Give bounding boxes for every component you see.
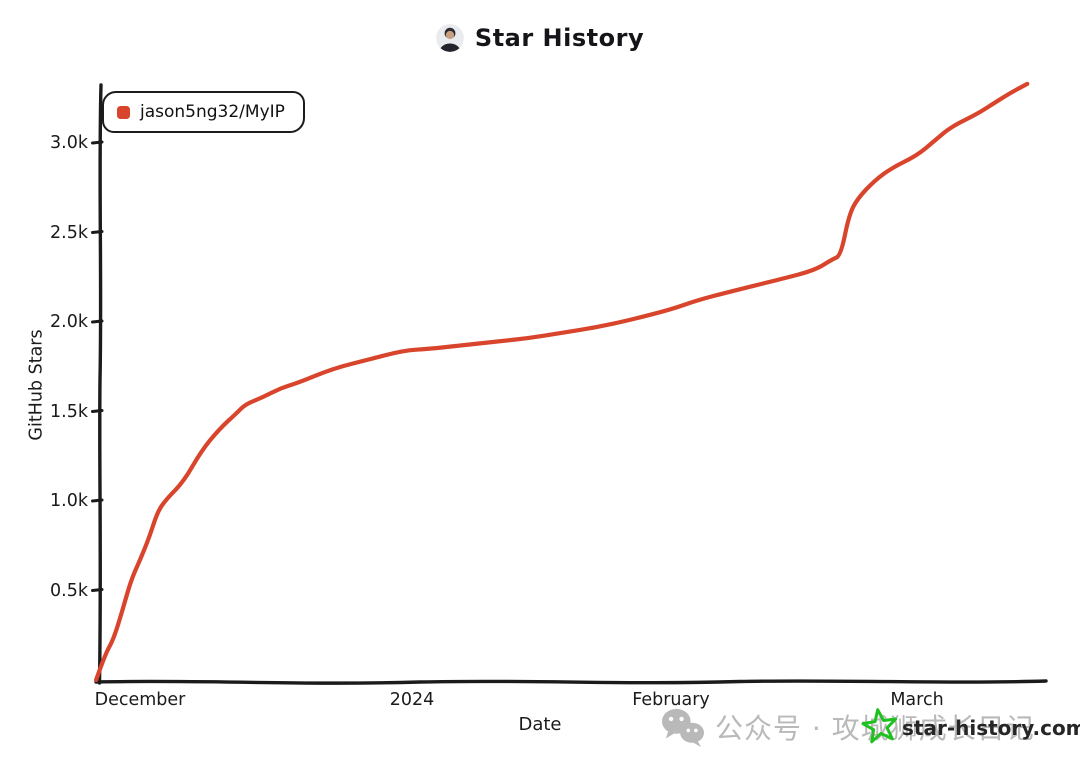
x-tick-label: December — [94, 690, 186, 710]
series-line-jason5ng32-myip[interactable] — [94, 81, 1030, 683]
legend-label: jason5ng32/MyIP — [140, 102, 285, 122]
x-axis-line — [94, 679, 1048, 685]
y-tick-label: 1.5k — [50, 401, 88, 422]
page-title: Star History — [474, 24, 645, 52]
chart-title-row: Star History — [0, 24, 1080, 52]
y-tick-mark — [91, 409, 104, 413]
site-watermark: star-history.com — [860, 706, 1080, 750]
avatar-icon — [435, 24, 464, 52]
site-watermark-text: star-history.com — [902, 716, 1080, 740]
y-tick-label: 2.0k — [50, 312, 88, 332]
wechat-icon — [660, 707, 706, 756]
y-tick-mark — [91, 140, 104, 145]
legend-marker-icon — [117, 105, 130, 119]
x-axis-title: Date — [518, 714, 562, 735]
y-axis-ticks — [91, 140, 104, 592]
x-tick-label: March — [890, 690, 944, 710]
x-tick-label: February — [632, 690, 710, 710]
y-tick-mark — [91, 498, 104, 503]
y-tick-label: 1.0k — [50, 491, 88, 511]
y-tick-mark — [91, 588, 104, 592]
y-axis-line — [97, 83, 103, 685]
x-tick-label: 2024 — [389, 690, 435, 710]
y-tick-label: 3.0k — [50, 133, 88, 153]
y-tick-label: 2.5k — [50, 222, 88, 243]
legend[interactable]: jason5ng32/MyIP — [102, 91, 305, 133]
star-logo-icon — [860, 706, 900, 750]
y-tick-label: 0.5k — [50, 580, 88, 601]
y-tick-mark — [91, 230, 104, 234]
y-tick-mark — [91, 319, 104, 324]
